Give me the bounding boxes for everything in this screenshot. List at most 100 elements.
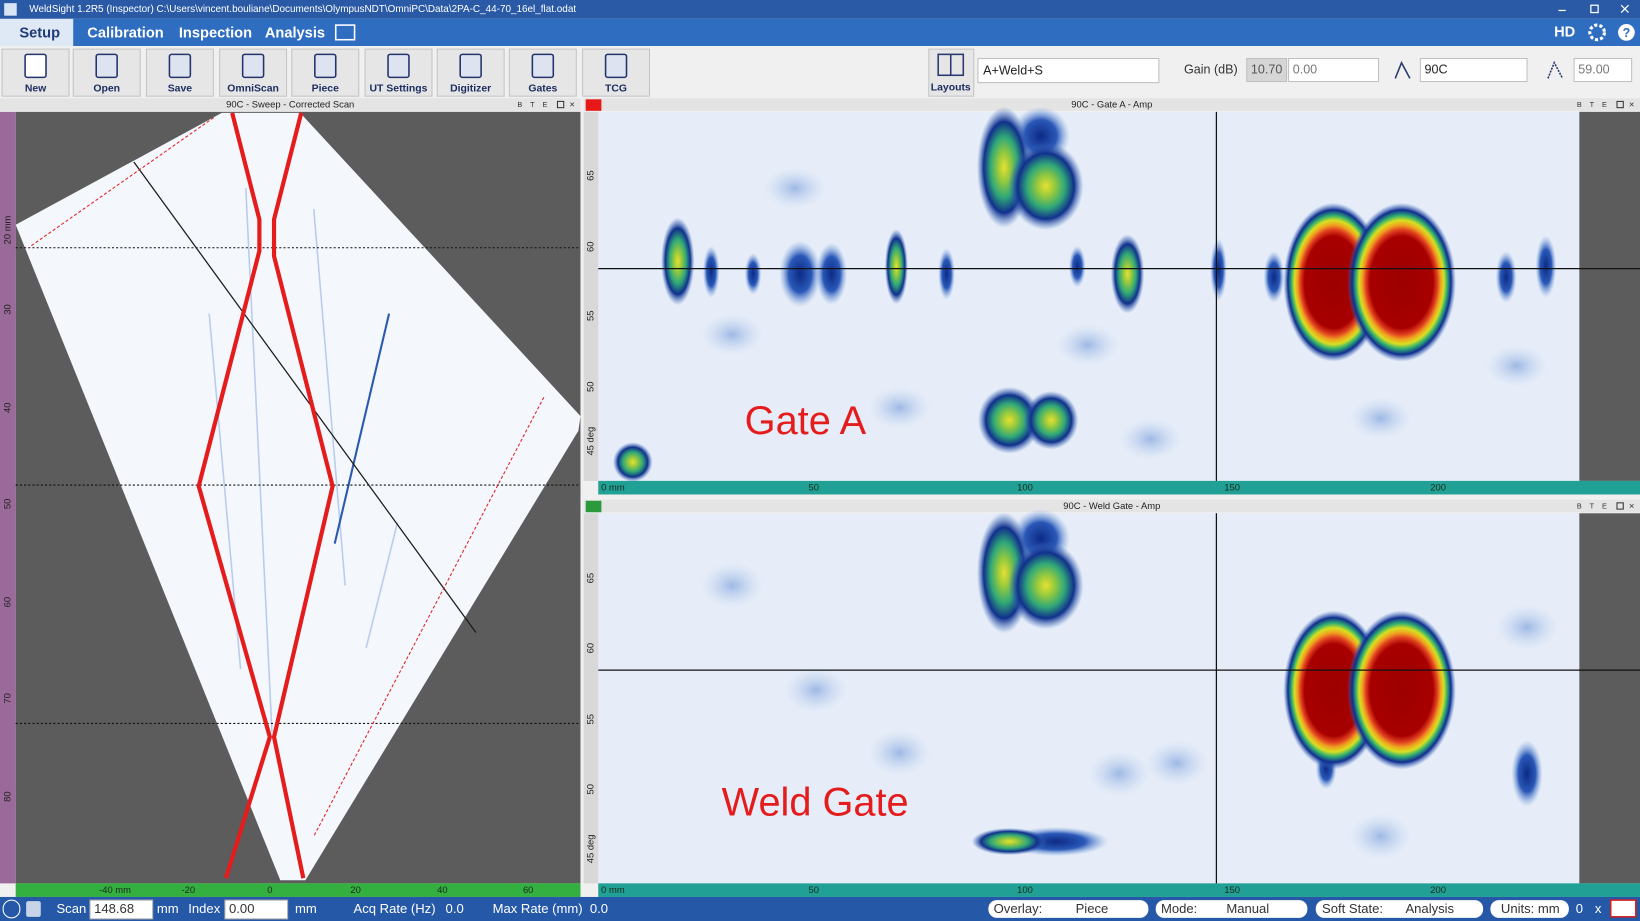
indication — [612, 442, 653, 482]
status-overlay-value: Piece — [1076, 901, 1109, 916]
panel-close[interactable]: × — [1629, 99, 1635, 110]
indication — [700, 562, 764, 609]
panel-toggle-icon[interactable] — [334, 24, 356, 41]
gain-offset-box[interactable] — [1288, 58, 1380, 83]
indication — [744, 252, 762, 295]
status-pill — [1315, 900, 1484, 918]
panel-control[interactable]: E — [1602, 100, 1607, 109]
panel-title-bar — [583, 98, 1640, 111]
scan-outside — [1579, 513, 1640, 884]
help-glyph: ? — [1623, 26, 1631, 40]
x-ruler — [598, 480, 1640, 495]
angle-box[interactable] — [1573, 58, 1633, 83]
monitor-icon[interactable] — [1609, 899, 1637, 918]
status-scan-value: 148.68 — [94, 901, 134, 916]
y-tick-label: 50 — [584, 382, 595, 392]
indication — [1145, 740, 1209, 787]
y-tick-label: 50 — [1, 499, 12, 509]
indication — [1210, 238, 1227, 302]
status-input[interactable] — [224, 899, 289, 920]
indication — [815, 242, 848, 306]
indication — [1349, 397, 1412, 440]
group-combo[interactable] — [1419, 58, 1528, 83]
panel-color-tag — [585, 500, 602, 513]
toolbar-icon — [604, 53, 628, 79]
indication — [1535, 235, 1557, 298]
hd-button[interactable]: HD — [1554, 24, 1575, 40]
window-controls[interactable] — [1558, 4, 1629, 14]
lock-icon[interactable] — [26, 901, 41, 917]
menu-tab[interactable]: Setup — [19, 25, 60, 41]
indication — [1008, 142, 1084, 230]
weld-overlay-dashed — [31, 116, 545, 837]
panel-control[interactable]: T — [1590, 501, 1595, 510]
angle-value: 59.00 — [1578, 62, 1609, 76]
panel-color-tag — [585, 99, 602, 111]
x-tick-label: 100 — [1017, 482, 1033, 493]
x-tick-label: 0 mm — [601, 482, 625, 493]
menu-tab[interactable]: Calibration — [87, 25, 163, 41]
panel-control[interactable]: B — [517, 100, 522, 109]
sector-scan — [15, 112, 581, 881]
status-max-rate-label: Max Rate (mm) — [493, 901, 583, 916]
gain-value: 10.70 — [1251, 62, 1282, 76]
status-overlay-label: Overlay: — [994, 901, 1043, 916]
panel-control[interactable]: B — [1577, 100, 1582, 109]
menu-tab[interactable]: Inspection — [179, 25, 252, 41]
y-tick-label: 40 — [1, 402, 12, 412]
y-tick-label: 50 — [584, 784, 595, 794]
indication — [784, 666, 848, 713]
indication — [1068, 245, 1086, 288]
overlay-label: Weld Gate — [722, 780, 909, 824]
y-tick-label: 30 — [1, 304, 12, 314]
y-ruler — [0, 111, 16, 884]
panel-close[interactable]: × — [1629, 500, 1635, 511]
y-tick-label: 20 mm — [1, 215, 12, 244]
toolbar-icon — [95, 53, 118, 79]
panel-title-bar — [0, 98, 581, 111]
toolbar-label: Piece — [312, 84, 339, 95]
status-scan-unit: mm — [157, 901, 179, 916]
layout-combo[interactable] — [977, 58, 1160, 84]
y-tick-label: 65 — [584, 573, 595, 583]
status-pill — [988, 900, 1149, 918]
gain-label: Gain (dB) — [1184, 62, 1238, 76]
status-count: 0 — [1576, 901, 1583, 916]
scan-outside — [1579, 111, 1640, 481]
indication — [1485, 344, 1548, 387]
panel-control[interactable]: T — [530, 100, 535, 109]
x-tick-label: 60 — [523, 884, 533, 895]
panel-title-bar — [583, 499, 1640, 513]
refresh-icon[interactable] — [2, 899, 21, 919]
y-tick-label: 70 — [1, 693, 12, 703]
indication — [661, 217, 695, 306]
panel-control[interactable]: T — [1590, 100, 1595, 109]
panel-close[interactable]: × — [569, 99, 575, 110]
indication — [868, 386, 931, 429]
panel-maximize[interactable] — [556, 100, 565, 109]
status-acq-rate-label: Acq Rate (Hz) — [354, 901, 436, 916]
y-tick-label: 55 — [584, 714, 595, 724]
status-scan-label: Scan — [56, 901, 86, 916]
panel-control[interactable]: B — [1577, 501, 1582, 510]
toolbar-label: New — [25, 84, 47, 95]
gain-value-box — [1246, 58, 1288, 83]
x-tick-label: 100 — [1017, 884, 1033, 895]
x-tick-label: 40 — [437, 884, 447, 895]
title-bar — [0, 0, 1640, 19]
indication — [1495, 604, 1559, 651]
panel-control[interactable]: E — [1602, 501, 1607, 510]
help-icon[interactable] — [1618, 24, 1635, 41]
panel-control[interactable]: E — [542, 100, 547, 109]
panel-maximize[interactable] — [1616, 502, 1624, 510]
indication — [1023, 390, 1079, 450]
layouts-label: Layouts — [931, 83, 971, 94]
app-icon — [4, 3, 17, 16]
toolbar-icon — [241, 53, 265, 79]
y-tick-label: 45 deg — [584, 427, 595, 456]
x-ruler — [15, 883, 581, 897]
status-input[interactable] — [89, 899, 154, 920]
panel-maximize[interactable] — [1616, 100, 1624, 109]
menu-tab[interactable]: Analysis — [265, 25, 325, 41]
indication — [868, 729, 931, 776]
